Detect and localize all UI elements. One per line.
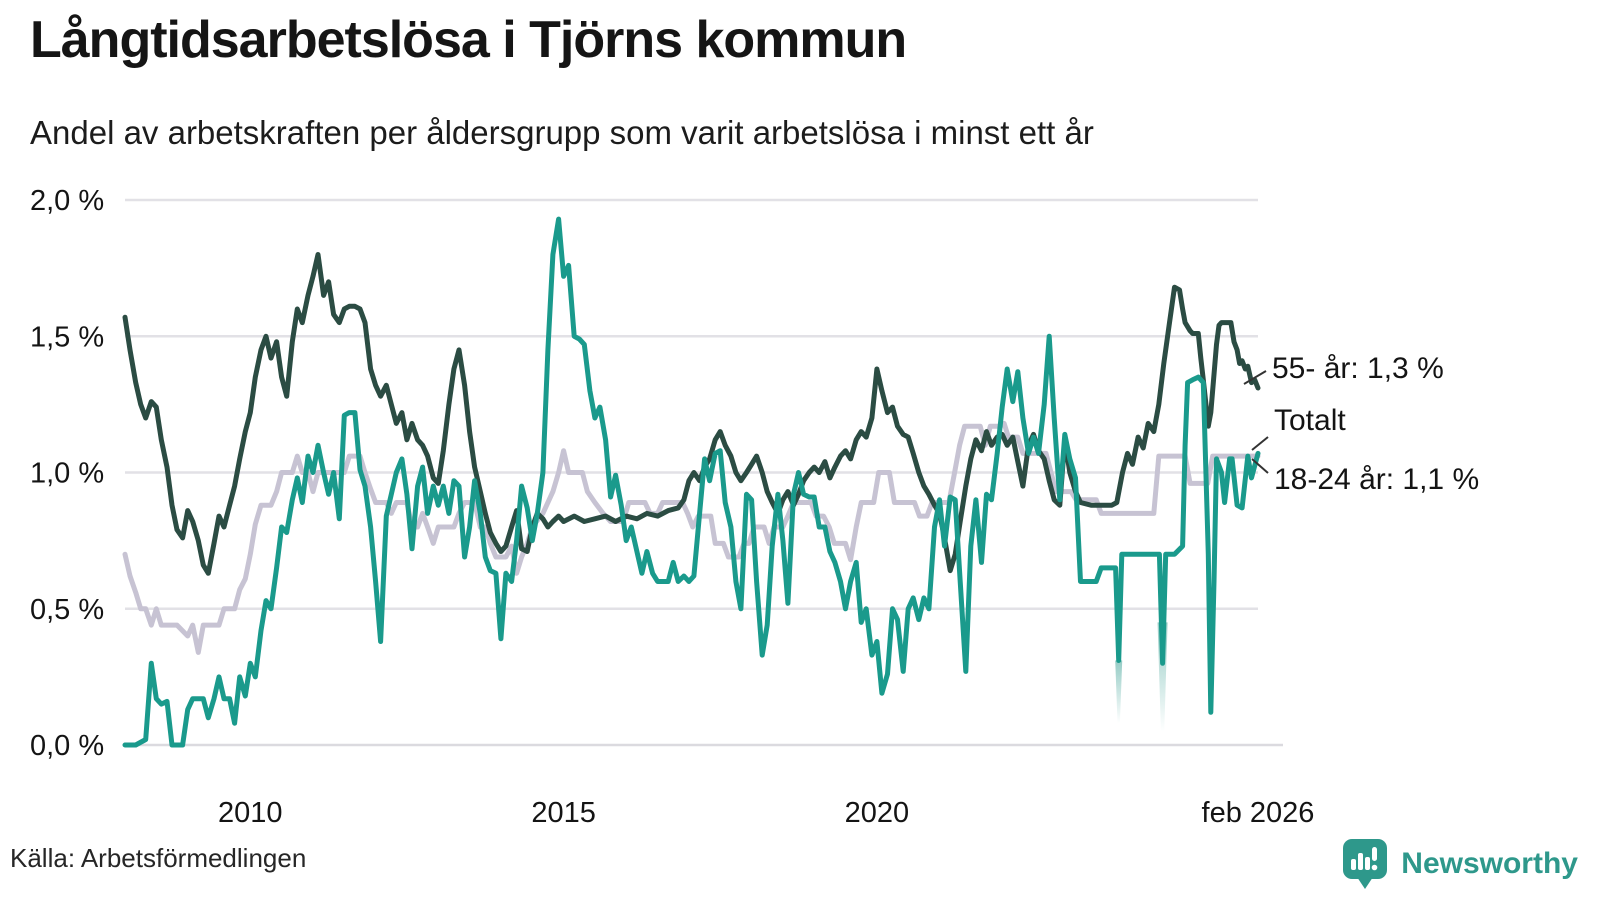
x-axis-tick-label: 2020 — [845, 797, 910, 829]
series-line-55-ar — [122, 252, 1261, 576]
series-line-totalt — [122, 420, 1261, 655]
series-end-label-totalt: Totalt — [1274, 404, 1346, 437]
end-label-connector — [1251, 458, 1269, 474]
series-line-18-24-ar — [122, 216, 1261, 748]
series-end-label-18-24-ar: 18-24 år: 1,1 % — [1274, 463, 1479, 496]
newsworthy-brand[interactable]: Newsworthy — [1342, 838, 1578, 890]
newsworthy-brand-label: Newsworthy — [1401, 847, 1578, 880]
y-axis-tick-label: 0,5 % — [30, 594, 104, 626]
newsworthy-logo-icon — [1343, 839, 1388, 889]
data-gap-marker — [1115, 660, 1123, 724]
y-axis-tick-label: 0,0 % — [30, 730, 104, 762]
x-axis-tick-label: 2010 — [218, 797, 283, 829]
page-title: Långtidsarbetslösa i Tjörns kommun — [30, 11, 907, 69]
end-label-connector — [1251, 436, 1269, 451]
source-note: Källa: Arbetsförmedlingen — [10, 843, 307, 873]
y-axis-tick-label: 2,0 % — [30, 185, 104, 217]
x-axis-tick-label: 2015 — [531, 797, 596, 829]
page-subtitle: Andel av arbetskraften per åldersgrupp s… — [30, 114, 1094, 151]
y-axis-tick-label: 1,0 % — [30, 458, 104, 490]
y-axis-tick-label: 1,5 % — [30, 321, 104, 353]
x-axis-tick-label: feb 2026 — [1202, 797, 1315, 829]
end-label-connector — [1243, 370, 1267, 385]
series-end-label-55-ar: 55- år: 1,3 % — [1272, 352, 1444, 385]
